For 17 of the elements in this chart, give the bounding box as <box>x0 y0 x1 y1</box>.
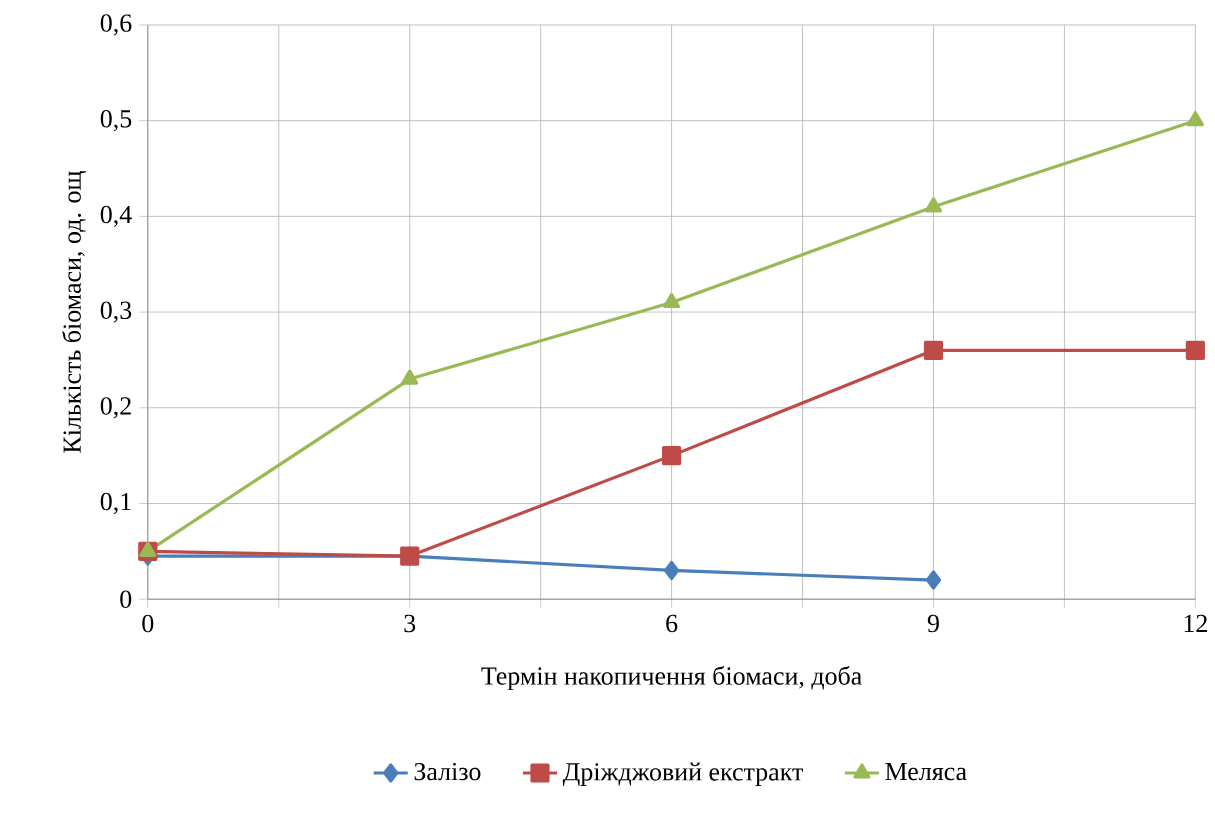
y-tick-label: 0 <box>120 590 132 608</box>
x-tick-label: 12 <box>1184 614 1207 633</box>
x-axis-title: Термін накопичення біомаси, доба <box>481 666 862 691</box>
y-tick-label: 0,4 <box>100 205 132 228</box>
x-tick-label: 9 <box>927 614 939 633</box>
x-tick-label: 0 <box>142 614 154 633</box>
y-tick-label: 0,2 <box>100 397 131 419</box>
legend-label: Дріжджовий екстракт <box>562 762 803 786</box>
y-axis-title: Кількість біомаси, од. ощ <box>62 171 87 453</box>
legend-label: Залізо <box>414 762 481 781</box>
y-tick-label: 0,6 <box>100 14 132 36</box>
x-tick-label: 3 <box>404 614 416 633</box>
y-tick-label: 0,1 <box>100 492 131 515</box>
x-tick-label: 6 <box>666 614 678 633</box>
y-tick-label: 0,3 <box>100 301 132 323</box>
y-tick-label: 0,5 <box>100 110 132 132</box>
legend-label: Меляса <box>885 763 967 781</box>
